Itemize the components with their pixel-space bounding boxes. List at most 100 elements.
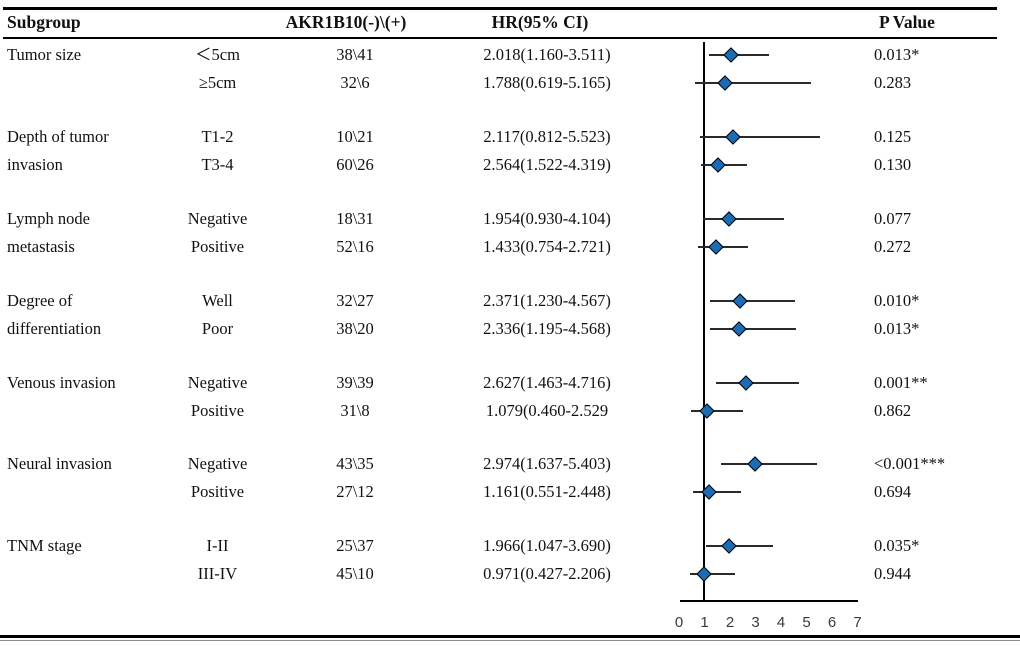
counts-cell: 45\10 [336, 564, 374, 583]
p-value-cell: 0.077 [874, 209, 912, 228]
p-value-cell: 0.944 [874, 564, 912, 583]
x-tick-label: 4 [776, 614, 786, 631]
counts-cell: 27\12 [336, 482, 374, 501]
hr-ci-cell: 1.161(0.551-2.448) [483, 482, 611, 501]
hr-ci-cell: 1.966(1.047-3.690) [483, 536, 611, 555]
counts-cell: 60\26 [336, 155, 374, 174]
level-cell: Well [202, 291, 233, 310]
hr-ci-cell: 0.971(0.427-2.206) [483, 564, 611, 583]
counts-cell: 25\37 [336, 536, 374, 555]
hr-diamond-marker [707, 239, 724, 255]
hr-ci-cell: 1.788(0.619-5.165) [483, 73, 611, 92]
column-header-hr-ci: HR(95% CI) [491, 12, 589, 32]
column-header-akr1b10: AKR1B10(-)\(+) [285, 12, 407, 32]
p-value-cell: 0.035* [874, 536, 920, 555]
hr-diamond-marker [738, 375, 754, 391]
hr-diamond-marker [725, 129, 741, 145]
ci-line [690, 410, 744, 412]
hr-diamond-marker [730, 321, 747, 337]
x-tick-label: 1 [700, 614, 709, 631]
group-label-line: invasion [7, 155, 63, 174]
hr-diamond-marker [722, 47, 739, 63]
table-bottom-rule-thick [0, 635, 1020, 638]
counts-cell: 18\31 [336, 209, 374, 228]
level-cell: Positive [190, 482, 245, 501]
hr-diamond-marker [716, 75, 733, 91]
p-value-cell: 0.272 [874, 237, 912, 256]
p-value-cell: 0.010* [874, 291, 920, 310]
group-label-line: metastasis [7, 237, 75, 256]
ci-line [702, 218, 784, 220]
p-value-cell: 0.862 [874, 401, 912, 420]
p-value-cell: 0.283 [874, 73, 912, 92]
group-label-line: TNM stage [7, 536, 82, 555]
x-tick-label: 7 [853, 614, 862, 631]
hr-ci-cell: 2.018(1.160-3.511) [483, 45, 611, 64]
column-header-subgroup: Subgroup [7, 12, 81, 32]
counts-cell: 38\41 [336, 45, 374, 64]
hr-ci-cell: 2.371(1.230-4.567) [483, 291, 611, 310]
hr-diamond-marker [709, 157, 726, 173]
ci-line [709, 328, 796, 330]
ci-line [694, 82, 811, 84]
ci-line [720, 463, 817, 465]
ci-line [689, 573, 736, 575]
x-tick-label: 2 [725, 614, 735, 631]
counts-cell: 43\35 [336, 454, 374, 473]
x-tick-label: 0 [674, 614, 684, 631]
counts-cell: 38\20 [336, 319, 374, 338]
level-cell: ＜5cm [195, 45, 240, 64]
counts-cell: 52\16 [336, 237, 374, 256]
table-top-rule [3, 7, 997, 10]
group-label-line: Depth of tumor [7, 127, 109, 146]
p-value-cell: 0.694 [874, 482, 912, 501]
hr-ci-cell: 2.974(1.637-5.403) [483, 454, 611, 473]
hr-ci-cell: 2.117(0.812-5.523) [483, 127, 611, 146]
hr-ci-cell: 1.433(0.754-2.721) [483, 237, 611, 256]
group-label-line: differentiation [7, 319, 102, 338]
x-tick-label: 5 [802, 614, 811, 631]
hr-diamond-marker [698, 403, 715, 419]
ci-line [705, 545, 774, 547]
level-cell: Positive [190, 237, 245, 256]
ci-line [698, 246, 749, 248]
hr-diamond-marker [747, 456, 763, 472]
level-cell: T1-2 [201, 127, 234, 146]
level-cell: ≥5cm [198, 73, 237, 92]
ci-line [710, 300, 796, 302]
level-cell: Negative [187, 454, 248, 473]
level-cell: III-IV [197, 564, 238, 583]
header-bottom-rule [3, 37, 997, 39]
ci-line [716, 382, 800, 384]
hr-ci-cell: 1.079(0.460-2.529 [485, 401, 609, 420]
column-header-p-value: P Value [879, 12, 935, 32]
level-cell: I-II [206, 536, 229, 555]
x-axis-line [680, 600, 858, 602]
counts-cell: 39\39 [336, 373, 374, 392]
x-tick-label: 6 [827, 614, 837, 631]
hr-ci-cell: 2.564(1.522-4.319) [483, 155, 611, 174]
hr-diamond-marker [721, 211, 737, 227]
group-label-line: Neural invasion [7, 454, 112, 473]
hr-ci-cell: 2.627(1.463-4.716) [483, 373, 611, 392]
x-tick-label: 3 [751, 614, 760, 631]
reference-line [703, 42, 705, 601]
ci-line [708, 54, 769, 56]
hr-ci-cell: 1.954(0.930-4.104) [483, 209, 611, 228]
level-cell: Negative [187, 373, 248, 392]
hr-diamond-marker [696, 566, 712, 582]
hr-diamond-marker [731, 293, 748, 309]
counts-cell: 32\27 [336, 291, 374, 310]
p-value-cell: 0.130 [874, 155, 912, 174]
ci-line [699, 136, 820, 138]
level-cell: Negative [187, 209, 248, 228]
group-label-line: Tumor size [7, 45, 82, 64]
group-label-line: Lymph node [7, 209, 90, 228]
counts-cell: 32\6 [340, 73, 370, 92]
p-value-cell: <0.001*** [874, 454, 946, 473]
hr-diamond-marker [721, 538, 737, 554]
p-value-cell: 0.013* [874, 319, 920, 338]
counts-cell: 31\8 [340, 401, 370, 420]
p-value-cell: 0.001** [874, 373, 928, 392]
